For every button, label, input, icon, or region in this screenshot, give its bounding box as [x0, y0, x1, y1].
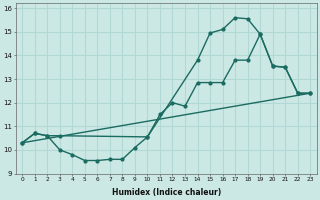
X-axis label: Humidex (Indice chaleur): Humidex (Indice chaleur) [112, 188, 221, 197]
